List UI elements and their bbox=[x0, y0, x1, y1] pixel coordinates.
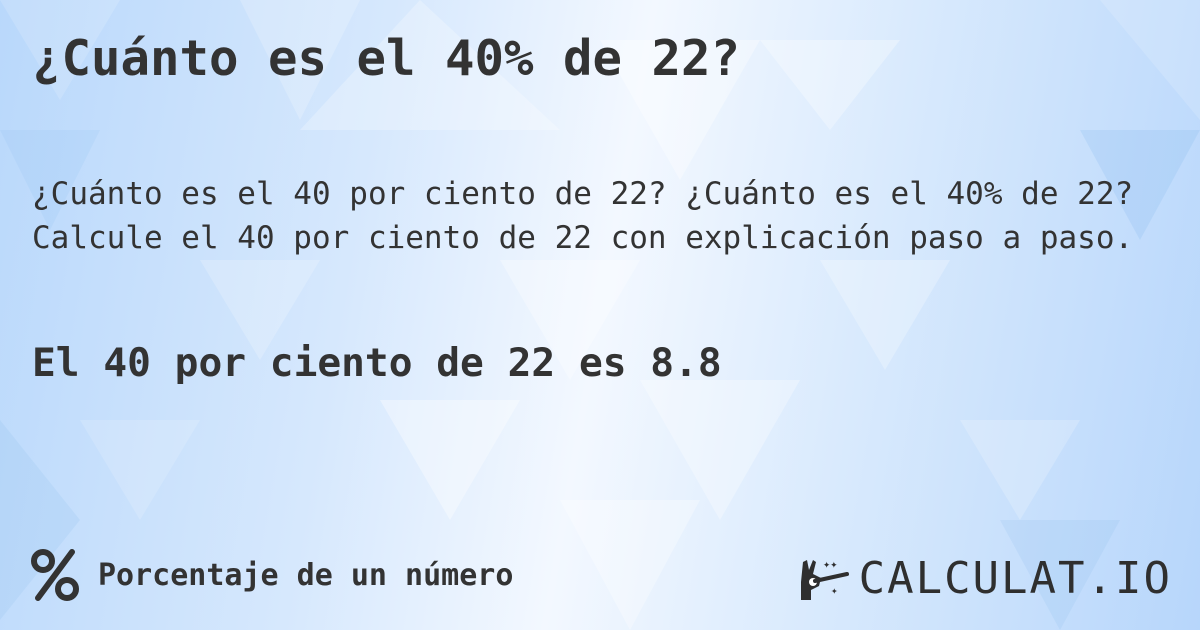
page-title: ¿Cuánto es el 40% de 22? bbox=[32, 30, 741, 87]
description-line: ¿Cuánto es el 40 por ciento de 22? ¿Cuán… bbox=[32, 176, 1134, 212]
description-line: Calcule el 40 por ciento de 22 con expli… bbox=[32, 220, 1134, 256]
category-link[interactable]: Porcentaje de un número bbox=[30, 548, 513, 602]
svg-text:✦: ✦ bbox=[831, 584, 838, 597]
calculat-io-logo[interactable]: ✦✦ ✦ CALCULAT.IO bbox=[799, 553, 1172, 604]
logo-text: CALCULAT.IO bbox=[858, 553, 1172, 604]
description: ¿Cuánto es el 40 por ciento de 22? ¿Cuán… bbox=[32, 172, 1133, 260]
magic-hand-icon: ✦✦ ✦ bbox=[800, 557, 849, 600]
result-text: El 40 por ciento de 22 es 8.8 bbox=[32, 340, 722, 386]
category-label: Porcentaje de un número bbox=[98, 557, 514, 593]
percent-icon bbox=[31, 549, 79, 601]
svg-text:✦✦: ✦✦ bbox=[823, 557, 837, 571]
